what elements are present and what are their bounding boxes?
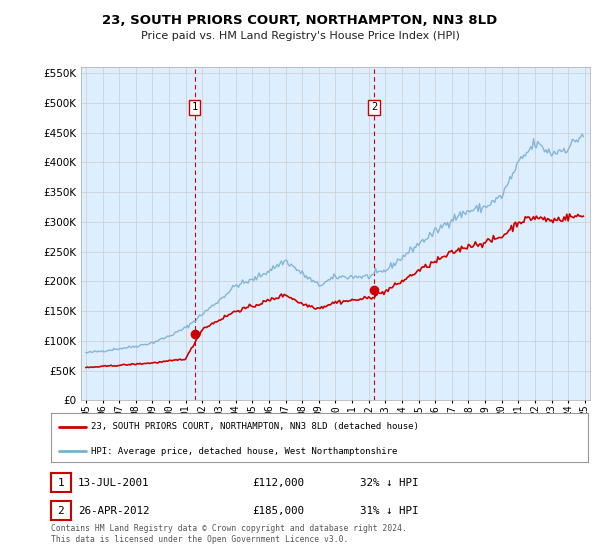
Text: 32% ↓ HPI: 32% ↓ HPI (360, 478, 419, 488)
Text: 13-JUL-2001: 13-JUL-2001 (78, 478, 149, 488)
Text: 1: 1 (191, 102, 198, 112)
Text: £185,000: £185,000 (252, 506, 304, 516)
Text: HPI: Average price, detached house, West Northamptonshire: HPI: Average price, detached house, West… (91, 447, 398, 456)
Text: 23, SOUTH PRIORS COURT, NORTHAMPTON, NN3 8LD: 23, SOUTH PRIORS COURT, NORTHAMPTON, NN3… (103, 14, 497, 27)
Text: 2: 2 (371, 102, 377, 112)
Text: Contains HM Land Registry data © Crown copyright and database right 2024.: Contains HM Land Registry data © Crown c… (51, 524, 407, 533)
Text: 23, SOUTH PRIORS COURT, NORTHAMPTON, NN3 8LD (detached house): 23, SOUTH PRIORS COURT, NORTHAMPTON, NN3… (91, 422, 419, 431)
Text: 1: 1 (58, 478, 64, 488)
Text: This data is licensed under the Open Government Licence v3.0.: This data is licensed under the Open Gov… (51, 535, 349, 544)
Text: £112,000: £112,000 (252, 478, 304, 488)
Text: 2: 2 (58, 506, 64, 516)
Text: Price paid vs. HM Land Registry's House Price Index (HPI): Price paid vs. HM Land Registry's House … (140, 31, 460, 41)
Text: 26-APR-2012: 26-APR-2012 (78, 506, 149, 516)
Text: 31% ↓ HPI: 31% ↓ HPI (360, 506, 419, 516)
